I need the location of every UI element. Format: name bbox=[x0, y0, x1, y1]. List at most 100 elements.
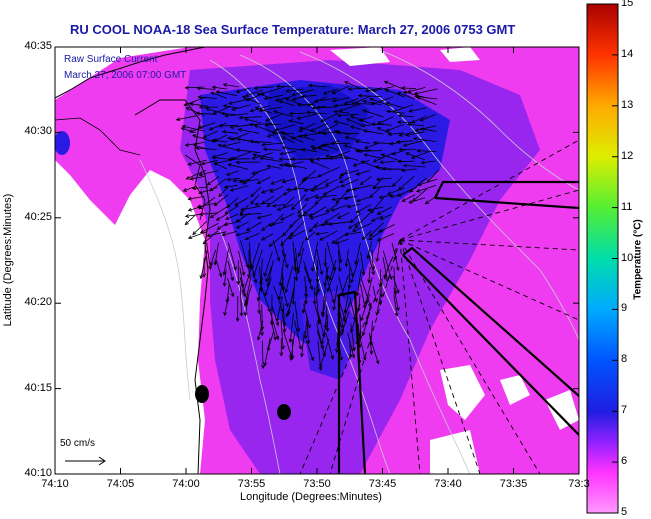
current-vector bbox=[197, 95, 217, 100]
current-vector bbox=[301, 294, 308, 314]
current-vector bbox=[315, 105, 337, 110]
x-tick-label: 74:00 bbox=[172, 478, 200, 490]
current-vector bbox=[264, 276, 272, 297]
current-vector bbox=[195, 111, 217, 116]
current-vector bbox=[198, 105, 218, 110]
current-vector bbox=[221, 130, 238, 134]
current-vector bbox=[383, 80, 406, 91]
colorbar-tick-label: 15 bbox=[621, 0, 634, 9]
colorbar-tick-label: 8 bbox=[621, 353, 628, 366]
current-vector bbox=[195, 146, 217, 151]
station-marker-2 bbox=[277, 404, 291, 420]
current-vector bbox=[206, 176, 220, 186]
current-vector bbox=[310, 145, 329, 152]
current-vector bbox=[290, 339, 295, 360]
current-vector bbox=[297, 134, 316, 141]
current-vector bbox=[271, 203, 285, 208]
current-vector bbox=[263, 94, 284, 101]
current-vector bbox=[281, 178, 296, 184]
current-vector bbox=[282, 188, 295, 196]
current-vector bbox=[273, 124, 296, 132]
current-vector bbox=[325, 154, 350, 160]
current-vector bbox=[320, 113, 339, 123]
current-vector bbox=[222, 83, 240, 88]
current-vector bbox=[187, 159, 208, 166]
current-vector bbox=[343, 144, 362, 151]
y-tick-label: 40:10 bbox=[24, 467, 52, 479]
coastline-west bbox=[134, 99, 211, 474]
current-vector bbox=[314, 194, 337, 200]
current-vector bbox=[370, 341, 380, 365]
current-vector bbox=[296, 113, 316, 120]
x-tick-marks bbox=[54, 47, 580, 474]
x-tick-label: 73:45 bbox=[368, 478, 397, 490]
current-vector bbox=[358, 332, 367, 362]
current-vector bbox=[229, 124, 252, 129]
current-vector bbox=[345, 118, 363, 126]
current-vector bbox=[269, 186, 284, 193]
current-vector bbox=[415, 185, 437, 193]
current-vector bbox=[198, 186, 218, 195]
current-vector bbox=[417, 178, 438, 187]
colorbar-tick-label: 5 bbox=[621, 506, 628, 518]
current-vector bbox=[266, 130, 284, 138]
current-vector bbox=[281, 284, 289, 308]
current-vector bbox=[355, 204, 371, 214]
current-vector bbox=[401, 194, 416, 202]
current-vector bbox=[185, 107, 205, 117]
current-vector bbox=[280, 213, 295, 221]
current-vector bbox=[189, 175, 205, 181]
current-vector bbox=[369, 332, 374, 355]
current-vector bbox=[234, 197, 249, 206]
current-vector bbox=[300, 330, 305, 358]
current-vector bbox=[252, 249, 263, 278]
current-vector bbox=[235, 231, 251, 237]
current-vector bbox=[371, 86, 395, 93]
current-vector bbox=[297, 240, 304, 258]
current-vector bbox=[333, 103, 351, 108]
current-vector bbox=[413, 136, 437, 142]
current-vector bbox=[366, 241, 372, 260]
current-vector bbox=[314, 305, 322, 324]
current-vector bbox=[317, 311, 326, 338]
current-vector bbox=[408, 197, 425, 204]
x-tick-label: 73:55 bbox=[237, 478, 266, 490]
current-vector bbox=[419, 127, 437, 132]
current-vector bbox=[323, 266, 329, 287]
colorbar-tick-label: 9 bbox=[621, 302, 628, 315]
current-vector bbox=[370, 197, 385, 214]
current-vector bbox=[311, 143, 328, 151]
current-vector bbox=[260, 188, 274, 194]
current-vector bbox=[379, 160, 395, 165]
current-vector bbox=[227, 278, 235, 298]
current-vector bbox=[238, 250, 246, 277]
current-vector bbox=[331, 97, 350, 103]
current-vector bbox=[243, 296, 249, 317]
current-vector bbox=[270, 178, 285, 185]
current-vector bbox=[337, 250, 342, 273]
current-vector bbox=[281, 311, 287, 333]
colorbar-tick-label: 6 bbox=[621, 455, 628, 468]
scale-arrow bbox=[65, 456, 106, 466]
current-vector bbox=[223, 220, 242, 227]
current-vector bbox=[235, 87, 251, 94]
current-vector bbox=[272, 239, 281, 262]
current-vector bbox=[199, 223, 219, 233]
current-vector bbox=[263, 337, 271, 367]
current-vector bbox=[309, 212, 330, 220]
current-vector bbox=[267, 221, 284, 227]
current-vector bbox=[213, 242, 219, 266]
current-vector bbox=[280, 320, 285, 350]
current-vector bbox=[259, 156, 282, 162]
current-vector bbox=[305, 340, 314, 362]
current-vector bbox=[256, 214, 273, 220]
current-vector bbox=[288, 119, 304, 125]
current-vector bbox=[395, 140, 414, 144]
current-vector bbox=[383, 259, 392, 280]
current-vector bbox=[413, 88, 438, 96]
current-vector bbox=[324, 178, 338, 186]
current-vector bbox=[187, 205, 205, 212]
current-vector bbox=[340, 178, 359, 188]
current-vector bbox=[398, 147, 417, 152]
current-vector bbox=[184, 85, 205, 90]
